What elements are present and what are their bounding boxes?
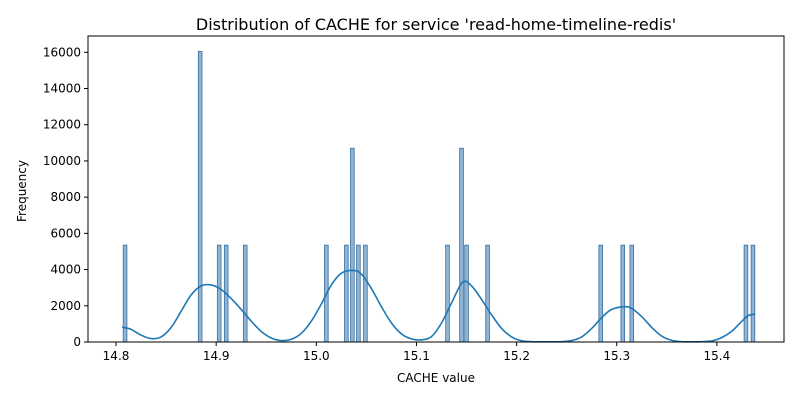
x-axis-label: CACHE value (397, 371, 475, 385)
y-tick-label: 6000 (50, 226, 81, 240)
histogram-bar (743, 244, 749, 343)
histogram-bar (216, 244, 222, 343)
histogram-bar (350, 147, 355, 343)
y-axis-label: Frequency (15, 160, 29, 222)
histogram-bar (445, 244, 450, 343)
y-tick-label: 14000 (43, 82, 81, 96)
y-tick-label: 10000 (43, 154, 81, 168)
histogram-bar (620, 244, 626, 343)
x-tick-label: 15.0 (303, 349, 330, 363)
x-tick-label: 15.4 (704, 349, 731, 363)
chart-title: Distribution of CACHE for service 'read-… (196, 15, 676, 34)
histogram-bar (750, 244, 756, 343)
y-tick-label: 8000 (50, 190, 81, 204)
x-tick-label: 14.8 (103, 349, 130, 363)
histogram-bar (629, 244, 635, 343)
kde-curve (121, 269, 756, 343)
histogram-bar (459, 147, 464, 343)
y-tick-label: 2000 (50, 299, 81, 313)
histogram-bar (356, 244, 361, 343)
histogram-bar (363, 244, 368, 343)
histogram-bar (197, 50, 203, 343)
y-axis-ticks: 0 2000 4000 6000 8000 10000 12000 14000 16000 (43, 45, 88, 349)
x-tick-label: 15.1 (403, 349, 430, 363)
x-tick-label: 14.9 (203, 349, 230, 363)
x-tick-label: 15.2 (503, 349, 530, 363)
y-tick-label: 0 (73, 335, 81, 349)
x-axis-ticks: 14.8 14.9 15.0 15.1 15.2 15.3 15.4 (103, 342, 731, 363)
y-tick-label: 16000 (43, 45, 81, 59)
histogram-bar (242, 244, 248, 343)
histogram-bar (344, 244, 349, 343)
x-tick-label: 15.3 (603, 349, 630, 363)
histogram-bar (464, 244, 469, 343)
y-tick-label: 4000 (50, 263, 81, 277)
bars-group (122, 50, 756, 343)
plot-frame (87, 35, 785, 343)
histogram-bar (485, 244, 490, 343)
y-tick-label: 12000 (43, 118, 81, 132)
histogram-bar (598, 244, 603, 343)
